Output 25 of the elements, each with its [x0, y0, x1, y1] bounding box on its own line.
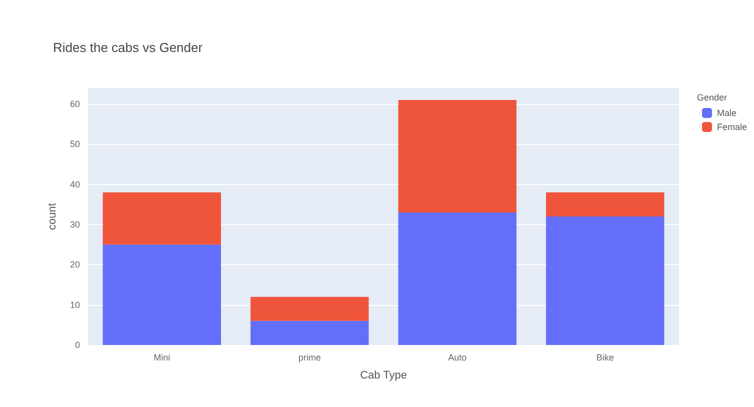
x-tick-label: Auto — [448, 352, 467, 362]
chart-title: Rides the cabs vs Gender — [53, 40, 204, 55]
x-tick-label: prime — [298, 352, 321, 362]
y-axis-title: count — [46, 203, 58, 230]
bar — [398, 212, 516, 345]
x-tick-label: Bike — [596, 352, 614, 362]
x-tick-label: Mini — [154, 352, 170, 362]
legend-label: Female — [716, 122, 748, 132]
bar — [398, 100, 516, 212]
bar — [546, 216, 664, 345]
y-tick-label: 10 — [70, 300, 80, 310]
legend-title: Gender — [696, 92, 728, 102]
y-tick-label: 50 — [70, 139, 80, 150]
bar — [102, 244, 221, 345]
y-tick-label: 20 — [70, 260, 80, 270]
y-tick-label: 0 — [74, 340, 80, 350]
bar — [250, 296, 369, 321]
x-axis-title: Cab Type — [360, 370, 407, 382]
bar — [102, 192, 221, 245]
legend-label: Male — [716, 108, 737, 118]
y-tick-label: 60 — [70, 99, 80, 110]
y-tick-label: 30 — [70, 220, 80, 230]
bar — [546, 192, 664, 216]
y-tick-label: 40 — [70, 179, 80, 190]
bar — [250, 320, 369, 345]
